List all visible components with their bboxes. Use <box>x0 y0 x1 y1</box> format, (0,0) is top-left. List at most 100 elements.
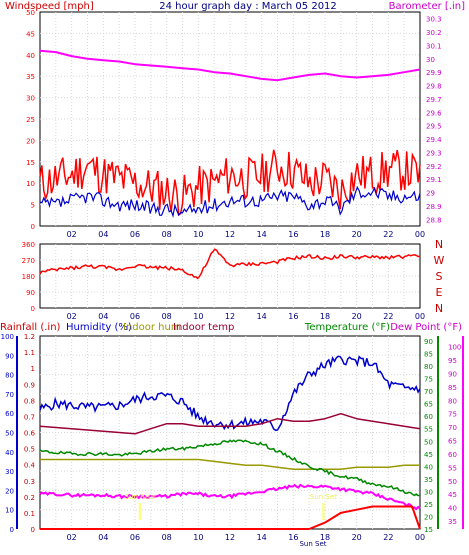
barometer-line <box>39 49 421 82</box>
top-x-tick-label: 10 <box>193 230 203 239</box>
top-x-tick-label: 14 <box>257 230 267 239</box>
indoor-temp-title: Indoor temp <box>173 322 234 333</box>
temperature-tick-label: 45 <box>424 451 433 459</box>
dir-x-tick-label: 06 <box>130 312 140 321</box>
windspeed-axis-title: Windspeed [mph] <box>5 1 94 12</box>
rainfall-tick-label: 0.1 <box>24 510 35 518</box>
humidity-line <box>39 355 421 432</box>
compass-label: N <box>435 302 443 315</box>
sunset-label: Sun Set <box>310 493 337 501</box>
humidity-tick-label: 20 <box>5 487 14 495</box>
humidity-tick-label: 0 <box>10 526 14 534</box>
compass-label: W <box>434 254 445 267</box>
windspeed-tick-label: 40 <box>26 52 35 60</box>
temperature-tick-label: 25 <box>424 501 433 509</box>
rainfall-tick-label: 0.6 <box>24 430 36 438</box>
rainfall-tick-label: 0 <box>31 526 35 534</box>
temperature-tick-label: 90 <box>424 338 433 346</box>
windspeed-tick-label: 30 <box>26 95 35 103</box>
dir-x-tick-label: 02 <box>67 312 77 321</box>
bot-x-tick-label: 18 <box>320 533 330 542</box>
dir-x-tick-label: 22 <box>383 312 393 321</box>
bot-x-tick-label: 16 <box>288 533 298 542</box>
top-x-tick-label: 18 <box>320 230 330 239</box>
temperature-tick-label: 15 <box>424 526 433 534</box>
top-x-tick-label: 08 <box>162 230 172 239</box>
top-x-tick-label: 04 <box>98 230 108 239</box>
rainfall-line <box>40 505 421 530</box>
top-x-tick-label: 00 <box>415 230 425 239</box>
temperature-tick-label: 80 <box>424 363 433 371</box>
temperature-tick-label: 20 <box>424 513 433 521</box>
dew-point-tick-label: 75 <box>448 411 457 419</box>
bot-x-tick-label: 22 <box>383 533 393 542</box>
rainfall-tick-label: 0.8 <box>24 397 35 405</box>
bot-x-tick-label: 10 <box>193 533 203 542</box>
dir-x-tick-label: 00 <box>415 312 425 321</box>
barometer-tick-label: 30 <box>426 56 435 64</box>
direction-tick-label: 0 <box>31 305 35 313</box>
dir-x-tick-label: 04 <box>98 312 108 321</box>
rainfall-tick-label: 0.3 <box>24 478 35 486</box>
compass-label: S <box>436 270 443 283</box>
top-x-tick-label: 16 <box>288 230 298 239</box>
dew-point-tick-label: 65 <box>448 438 457 446</box>
humidity-tick-label: 60 <box>5 410 14 418</box>
bot-x-tick-label: 00 <box>415 533 425 542</box>
direction-tick-label: 90 <box>26 289 35 297</box>
windspeed-tick-label: 45 <box>26 30 35 38</box>
compass-label: E <box>436 286 443 299</box>
top-x-tick-label: 12 <box>225 230 235 239</box>
dew-point-tick-label: 80 <box>448 397 457 405</box>
top-x-tick-label: 20 <box>352 230 362 239</box>
top-x-tick-label: 06 <box>130 230 140 239</box>
direction-tick-label: 270 <box>22 257 35 265</box>
barometer-tick-label: 28.8 <box>426 216 442 224</box>
compass-label: N <box>435 238 443 251</box>
windspeed-tick-label: 0 <box>31 223 35 231</box>
barometer-tick-label: 29.9 <box>426 69 442 77</box>
windspeed-tick-label: 15 <box>26 159 35 167</box>
barometer-tick-label: 29.7 <box>426 96 442 104</box>
dir-x-tick-label: 18 <box>320 312 330 321</box>
humidity-tick-label: 80 <box>5 372 14 380</box>
barometer-tick-label: 29.1 <box>426 176 442 184</box>
dew-point-tick-label: 45 <box>448 491 457 499</box>
barometer-tick-label: 29.4 <box>426 136 442 144</box>
barometer-tick-label: 29.3 <box>426 149 442 157</box>
humidity-tick-label: 30 <box>5 468 14 476</box>
humidity-tick-label: 70 <box>5 391 14 399</box>
barometer-axis-title: Barometer [.in] <box>389 1 465 12</box>
rainfall-axis-title: Rainfall (.in) <box>0 322 61 333</box>
wind-average-line <box>39 185 421 219</box>
barometer-tick-label: 28.9 <box>426 203 442 211</box>
chart-title: 24 hour graph day : March 05 2012 <box>159 1 337 12</box>
dir-x-tick-label: 20 <box>352 312 362 321</box>
rainfall-tick-label: 1.2 <box>24 333 35 341</box>
humidity-tick-label: 10 <box>5 507 14 515</box>
humidity-tick-label: 100 <box>1 333 14 341</box>
temperature-tick-label: 50 <box>424 438 433 446</box>
dew-point-tick-label: 60 <box>448 451 457 459</box>
temperature-tick-label: 35 <box>424 476 433 484</box>
temperature-axis-title: Temperature (°F) <box>304 322 390 333</box>
temperature-tick-label: 55 <box>424 426 433 434</box>
indoor-hum-title: Indoor hum <box>123 322 181 333</box>
dew-point-tick-label: 95 <box>448 357 457 365</box>
wind-direction-line <box>39 248 421 280</box>
barometer-tick-label: 29.5 <box>426 123 442 131</box>
direction-tick-label: 180 <box>22 273 35 281</box>
dir-x-tick-label: 14 <box>257 312 267 321</box>
dew-point-tick-label: 35 <box>448 518 457 526</box>
windspeed-tick-label: 35 <box>26 73 35 81</box>
wind-gust-line <box>39 149 421 217</box>
barometer-tick-label: 29 <box>426 190 435 198</box>
barometer-tick-label: 30.3 <box>426 16 442 24</box>
temperature-tick-label: 65 <box>424 401 433 409</box>
bot-x-tick-label: 14 <box>257 533 267 542</box>
indoor-humidity-line <box>40 458 420 470</box>
temperature-tick-label: 40 <box>424 463 433 471</box>
rainfall-tick-label: 0.7 <box>24 413 35 421</box>
